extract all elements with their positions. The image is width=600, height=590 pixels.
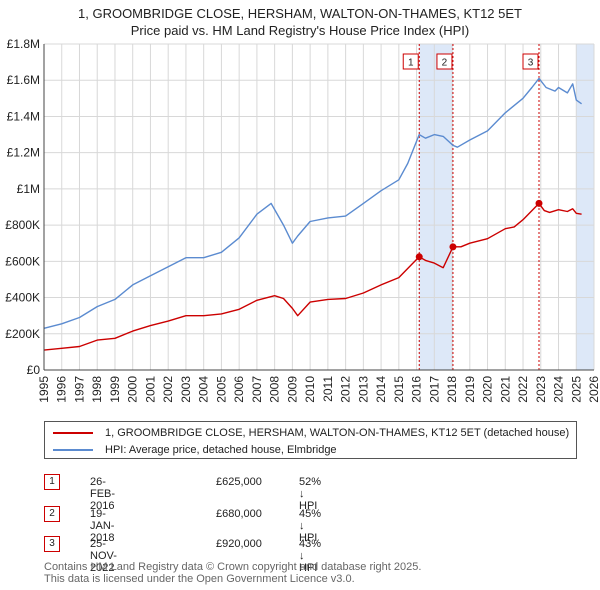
- sale-label-number: 3: [528, 58, 534, 69]
- chart-title-line2: Price paid vs. HM Land Registry's House …: [130, 23, 470, 38]
- sale-label-number: 1: [408, 58, 414, 69]
- sale-number-badge: 1: [44, 474, 60, 490]
- sale-label-box: [522, 53, 539, 70]
- y-tick-label: £1.4M: [7, 109, 40, 123]
- x-tick-label: 2024: [552, 376, 566, 403]
- x-tick-label: 2020: [481, 376, 495, 403]
- x-tick-label: 2016: [410, 376, 424, 403]
- sale-number-badge: 3: [44, 536, 60, 552]
- x-tick-label: 2008: [268, 376, 282, 403]
- y-tick-label: £1.8M: [7, 37, 40, 51]
- x-tick-label: 1996: [55, 376, 69, 403]
- y-tick-label: £1.2M: [7, 146, 40, 160]
- x-tick-label: 2000: [126, 376, 140, 403]
- x-tick-label: 2014: [374, 376, 388, 403]
- x-tick-label: 2023: [534, 376, 548, 403]
- x-tick-label: 2006: [232, 376, 246, 403]
- sale-date: 26-FEB-2016: [90, 476, 116, 512]
- x-tick-label: 2019: [463, 376, 477, 403]
- sale-date: 19-JAN-2018: [90, 508, 115, 544]
- sale-date: 25-NOV-2022: [90, 538, 117, 574]
- hpi-series-line: [43, 77, 583, 329]
- x-tick-label: 2011: [321, 376, 335, 402]
- x-tick-label: 2021: [498, 376, 512, 403]
- legend-label-hpi: HPI: Average price, detached house, Elmb…: [105, 444, 337, 456]
- x-tick-label: 2017: [427, 376, 441, 403]
- x-tick-label: 2015: [392, 376, 406, 403]
- x-tick-label: 2012: [339, 376, 353, 403]
- x-tick-label: 2022: [516, 376, 530, 403]
- shaded-range: [576, 44, 594, 370]
- sale-label-number: 2: [442, 58, 448, 69]
- x-tick-label: 2013: [356, 376, 370, 403]
- y-tick-label: £1.6M: [7, 73, 40, 87]
- footer: Contains HM Land Registry data © Crown c…: [44, 561, 421, 585]
- footer-licence: This data is licensed under the Open Gov…: [44, 573, 355, 585]
- legend-swatch-hpi: [53, 449, 93, 451]
- y-tick-label: £600K: [5, 254, 40, 268]
- legend-swatch-property: [53, 432, 93, 434]
- x-tick-label: 2003: [179, 376, 193, 403]
- legend-label-property: 1, GROOMBRIDGE CLOSE, HERSHAM, WALTON-ON…: [105, 427, 570, 439]
- sale-label-box: [436, 53, 453, 70]
- sale-point: [535, 199, 543, 207]
- sale-price: £920,000: [216, 538, 262, 550]
- sale-hpi-diff: 52% ↓ HPI: [299, 476, 322, 512]
- legend-item-property: 1, GROOMBRIDGE CLOSE, HERSHAM, WALTON-ON…: [53, 425, 569, 441]
- y-tick-label: £200K: [5, 327, 40, 341]
- x-tick-label: 2004: [197, 376, 211, 403]
- chart-title-line1: 1, GROOMBRIDGE CLOSE, HERSHAM, WALTON-ON…: [78, 6, 522, 21]
- x-tick-label: 1997: [72, 376, 86, 403]
- sale-label-box: [402, 53, 419, 70]
- sale-number-badge: 2: [44, 506, 60, 522]
- sale-price: £680,000: [216, 508, 262, 520]
- y-tick-label: £800K: [5, 218, 40, 232]
- x-tick-label: 1998: [90, 376, 104, 403]
- x-tick-label: 2001: [143, 376, 157, 403]
- sale-hpi-diff: 45% ↓ HPI: [299, 508, 322, 544]
- x-tick-label: 2007: [250, 376, 264, 403]
- x-tick-label: 1995: [37, 376, 51, 403]
- shaded-range: [419, 44, 453, 370]
- sale-price: £625,000: [216, 476, 262, 488]
- x-tick-label: 2025: [569, 376, 583, 403]
- x-tick-label: 2010: [303, 376, 317, 403]
- y-tick-label: £0: [27, 363, 41, 377]
- x-tick-label: 1999: [108, 376, 122, 403]
- x-tick-label: 2005: [214, 376, 228, 403]
- sale-hpi-diff: 43% ↓ HPI: [299, 538, 322, 574]
- y-tick-label: £400K: [5, 291, 40, 305]
- x-tick-label: 2002: [161, 376, 175, 403]
- x-tick-label: 2018: [445, 376, 459, 403]
- legend-item-hpi: HPI: Average price, detached house, Elmb…: [53, 442, 337, 458]
- x-tick-label: 2026: [587, 376, 600, 403]
- y-tick-label: £1M: [17, 182, 40, 196]
- footer-copyright: Contains HM Land Registry data © Crown c…: [44, 561, 422, 573]
- legend: 1, GROOMBRIDGE CLOSE, HERSHAM, WALTON-ON…: [44, 421, 577, 459]
- sale-point: [415, 253, 423, 261]
- x-tick-label: 2009: [285, 376, 299, 403]
- sale-point: [449, 243, 457, 251]
- chart-title: 1, GROOMBRIDGE CLOSE, HERSHAM, WALTON-ON…: [0, 5, 600, 39]
